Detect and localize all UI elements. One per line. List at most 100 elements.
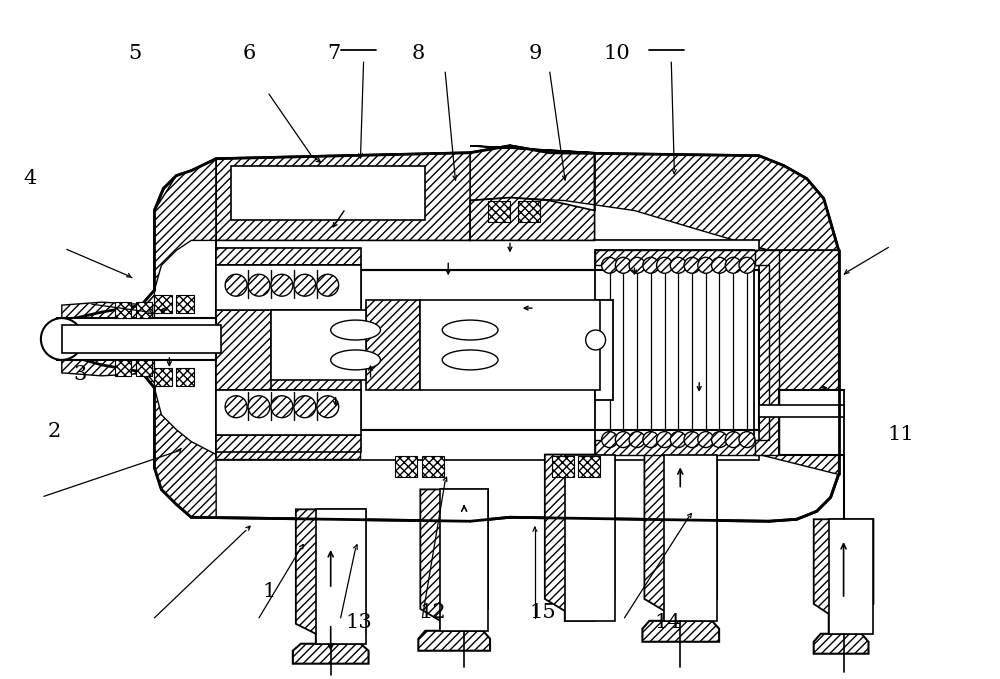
Text: 11: 11 xyxy=(887,425,914,444)
Circle shape xyxy=(615,432,631,447)
Polygon shape xyxy=(545,454,615,621)
Polygon shape xyxy=(154,388,216,517)
Polygon shape xyxy=(216,430,361,460)
Polygon shape xyxy=(62,302,154,318)
Circle shape xyxy=(271,396,293,418)
Text: 3: 3 xyxy=(73,365,86,384)
Circle shape xyxy=(670,257,686,273)
Polygon shape xyxy=(293,644,369,663)
Polygon shape xyxy=(814,634,868,654)
Bar xyxy=(216,430,759,460)
Polygon shape xyxy=(154,159,216,290)
Text: 1: 1 xyxy=(262,583,276,602)
Bar xyxy=(366,300,420,390)
Circle shape xyxy=(271,274,293,296)
Polygon shape xyxy=(216,240,839,270)
Circle shape xyxy=(248,396,270,418)
Circle shape xyxy=(739,257,755,273)
Polygon shape xyxy=(470,146,595,240)
Circle shape xyxy=(739,432,755,447)
Bar xyxy=(62,325,221,353)
Bar xyxy=(216,265,361,310)
Bar xyxy=(422,456,444,477)
Text: 10: 10 xyxy=(603,43,630,62)
Circle shape xyxy=(294,396,316,418)
Ellipse shape xyxy=(331,320,380,340)
Bar xyxy=(420,300,600,390)
Bar xyxy=(271,310,366,380)
Polygon shape xyxy=(216,249,361,265)
Bar xyxy=(154,295,172,313)
Bar xyxy=(595,251,754,454)
Polygon shape xyxy=(62,146,839,521)
Text: 15: 15 xyxy=(530,604,556,623)
Circle shape xyxy=(629,432,645,447)
Bar xyxy=(440,490,488,631)
Polygon shape xyxy=(176,146,839,251)
Polygon shape xyxy=(62,290,154,332)
Bar xyxy=(216,390,361,435)
Polygon shape xyxy=(814,519,873,634)
Bar xyxy=(552,456,574,477)
Circle shape xyxy=(586,330,606,350)
Circle shape xyxy=(725,432,741,447)
Bar xyxy=(115,302,131,318)
Circle shape xyxy=(248,274,270,296)
Circle shape xyxy=(684,432,700,447)
Circle shape xyxy=(670,432,686,447)
Circle shape xyxy=(294,274,316,296)
Polygon shape xyxy=(216,153,470,240)
Bar xyxy=(829,519,873,634)
Text: 4: 4 xyxy=(23,169,37,188)
Bar xyxy=(176,295,194,313)
Circle shape xyxy=(712,257,727,273)
Polygon shape xyxy=(216,310,361,390)
Circle shape xyxy=(629,257,645,273)
Bar xyxy=(176,368,194,386)
Circle shape xyxy=(657,257,672,273)
Circle shape xyxy=(317,274,339,296)
Bar xyxy=(316,509,366,644)
Circle shape xyxy=(615,257,631,273)
Circle shape xyxy=(643,257,659,273)
Bar xyxy=(595,300,613,400)
Polygon shape xyxy=(595,439,759,454)
Bar xyxy=(136,302,152,318)
Polygon shape xyxy=(62,360,154,376)
Circle shape xyxy=(602,432,618,447)
Text: 13: 13 xyxy=(345,613,372,632)
Bar xyxy=(664,454,717,621)
Circle shape xyxy=(657,432,672,447)
Bar xyxy=(216,270,759,430)
Polygon shape xyxy=(420,490,488,631)
Bar xyxy=(518,200,540,223)
Circle shape xyxy=(225,274,247,296)
Text: 8: 8 xyxy=(412,43,425,62)
Bar xyxy=(488,200,510,223)
Polygon shape xyxy=(296,509,366,644)
Polygon shape xyxy=(216,435,361,452)
Polygon shape xyxy=(418,631,490,650)
Bar xyxy=(779,390,844,454)
Text: 5: 5 xyxy=(128,43,141,62)
Circle shape xyxy=(698,432,714,447)
Circle shape xyxy=(602,257,618,273)
Text: 2: 2 xyxy=(47,422,60,441)
Text: 6: 6 xyxy=(242,43,256,62)
Polygon shape xyxy=(755,251,779,454)
Polygon shape xyxy=(216,430,729,454)
Text: 9: 9 xyxy=(528,43,542,62)
Bar xyxy=(216,300,271,390)
Polygon shape xyxy=(644,454,717,621)
Polygon shape xyxy=(749,251,839,475)
Text: 7: 7 xyxy=(327,43,340,62)
Bar xyxy=(565,454,615,621)
Polygon shape xyxy=(62,343,154,388)
Text: 12: 12 xyxy=(419,604,446,623)
Ellipse shape xyxy=(442,350,498,370)
Bar xyxy=(115,360,131,376)
Circle shape xyxy=(712,432,727,447)
Ellipse shape xyxy=(331,350,380,370)
Circle shape xyxy=(643,432,659,447)
Bar xyxy=(759,405,844,417)
